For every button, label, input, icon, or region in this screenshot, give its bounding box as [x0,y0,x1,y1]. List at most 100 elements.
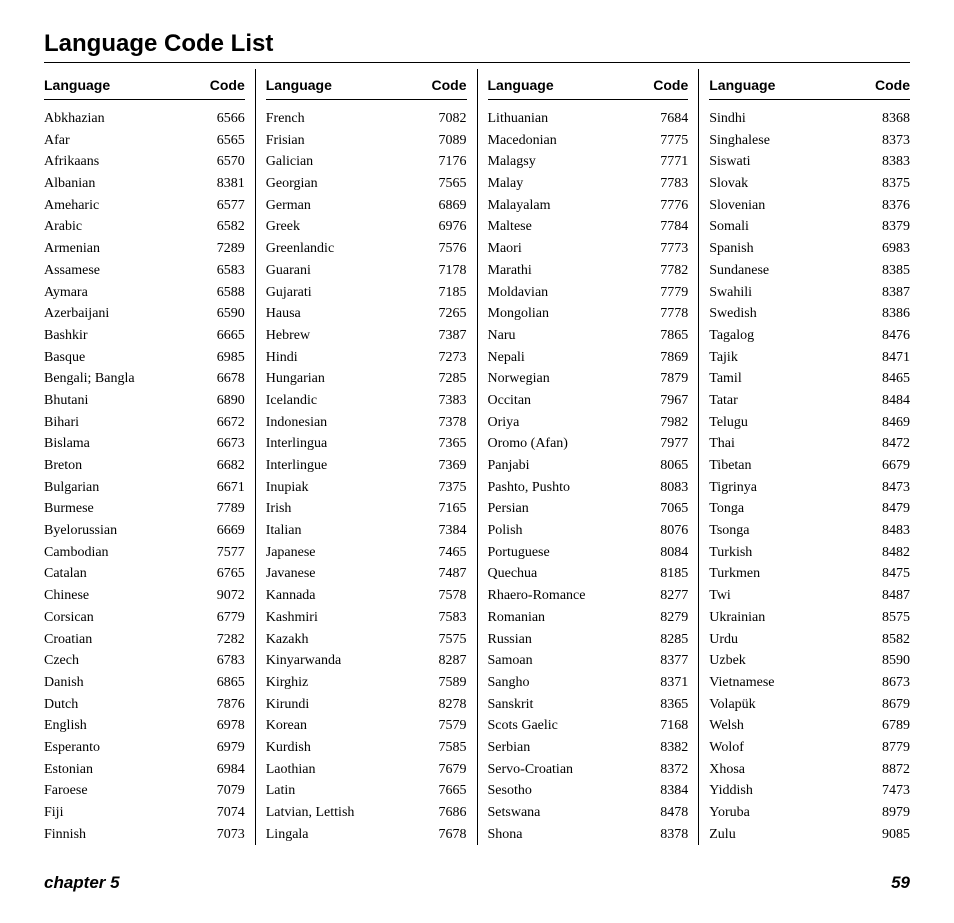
language-code: 7176 [419,151,467,173]
language-name: Abkhazian [44,108,197,130]
language-name: Kashmiri [266,607,419,629]
language-name: Breton [44,455,197,477]
language-name: Pashto, Pushto [488,477,641,499]
language-code: 6789 [862,715,910,737]
language-code: 8475 [862,563,910,585]
language-code: 8372 [640,759,688,781]
language-name: Ukrainian [709,607,862,629]
language-code: 6984 [197,759,245,781]
language-name: Basque [44,347,197,369]
table-row: Spanish6983 [709,238,910,260]
table-row: Welsh6789 [709,715,910,737]
language-code: 8375 [862,173,910,195]
language-name: Uzbek [709,650,862,672]
table-row: Laothian7679 [266,759,467,781]
language-name: Polish [488,520,641,542]
language-name: Bengali; Bangla [44,368,197,390]
language-name: Swedish [709,303,862,325]
table-row: Dutch7876 [44,694,245,716]
language-name: Slovak [709,173,862,195]
language-name: Sundanese [709,260,862,282]
language-code: 7876 [197,694,245,716]
table-row: Persian7065 [488,498,689,520]
language-name: Tatar [709,390,862,412]
language-name: Indonesian [266,412,419,434]
language-code: 7678 [419,824,467,846]
language-code: 6673 [197,433,245,455]
language-code: 8673 [862,672,910,694]
language-code: 6583 [197,260,245,282]
table-row: Marathi7782 [488,260,689,282]
language-name: Xhosa [709,759,862,781]
table-row: Malay7783 [488,173,689,195]
language-name: Moldavian [488,282,641,304]
language-code: 7585 [419,737,467,759]
language-code: 6669 [197,520,245,542]
table-row: Samoan8377 [488,650,689,672]
table-row: Maltese7784 [488,216,689,238]
table-row: Afar6565 [44,130,245,152]
language-name: Zulu [709,824,862,846]
language-name: Chinese [44,585,197,607]
language-name: Hausa [266,303,419,325]
language-code: 8382 [640,737,688,759]
table-row: Norwegian7879 [488,368,689,390]
language-name: Frisian [266,130,419,152]
page-footer: chapter 5 59 [44,873,910,893]
language-code: 8379 [862,216,910,238]
language-name: Malayalam [488,195,641,217]
language-name: Portuguese [488,542,641,564]
language-code: 8076 [640,520,688,542]
language-code: 6577 [197,195,245,217]
table-row: Italian7384 [266,520,467,542]
language-name: French [266,108,419,130]
header-code: Code [653,77,688,93]
table-row: Uzbek8590 [709,650,910,672]
table-row: Latvian, Lettish7686 [266,802,467,824]
language-code: 6665 [197,325,245,347]
table-row: Greek6976 [266,216,467,238]
language-code: 6979 [197,737,245,759]
table-row: Sundanese8385 [709,260,910,282]
language-code: 7578 [419,585,467,607]
language-name: Swahili [709,282,862,304]
language-code: 8385 [862,260,910,282]
language-code: 8373 [862,130,910,152]
table-row: Hebrew7387 [266,325,467,347]
language-code: 7387 [419,325,467,347]
language-name: Czech [44,650,197,672]
language-name: Tsonga [709,520,862,542]
column-header: LanguageCode [266,69,467,100]
table-row: English6978 [44,715,245,737]
language-code: 7967 [640,390,688,412]
language-code: 9085 [862,824,910,846]
table-column: LanguageCodeSindhi8368Singhalese8373Sisw… [699,69,910,845]
language-code: 6672 [197,412,245,434]
language-code: 8487 [862,585,910,607]
language-code: 6679 [862,455,910,477]
language-name: Fiji [44,802,197,824]
table-row: Albanian8381 [44,173,245,195]
language-name: Kurdish [266,737,419,759]
language-name: Bhutani [44,390,197,412]
table-row: Estonian6984 [44,759,245,781]
language-name: Malay [488,173,641,195]
language-code: 8368 [862,108,910,130]
table-row: Tajik8471 [709,347,910,369]
table-row: Greenlandic7576 [266,238,467,260]
language-name: Sindhi [709,108,862,130]
language-code: 7783 [640,173,688,195]
table-row: Kirghiz7589 [266,672,467,694]
language-name: Assamese [44,260,197,282]
language-code: 7369 [419,455,467,477]
language-code: 8384 [640,780,688,802]
language-name: Interlingue [266,455,419,477]
table-row: Kirundi8278 [266,694,467,716]
language-name: Setswana [488,802,641,824]
language-name: Quechua [488,563,641,585]
table-row: Afrikaans6570 [44,151,245,173]
language-name: Hungarian [266,368,419,390]
table-row: Turkmen8475 [709,563,910,585]
table-row: Japanese7465 [266,542,467,564]
language-name: Bulgarian [44,477,197,499]
